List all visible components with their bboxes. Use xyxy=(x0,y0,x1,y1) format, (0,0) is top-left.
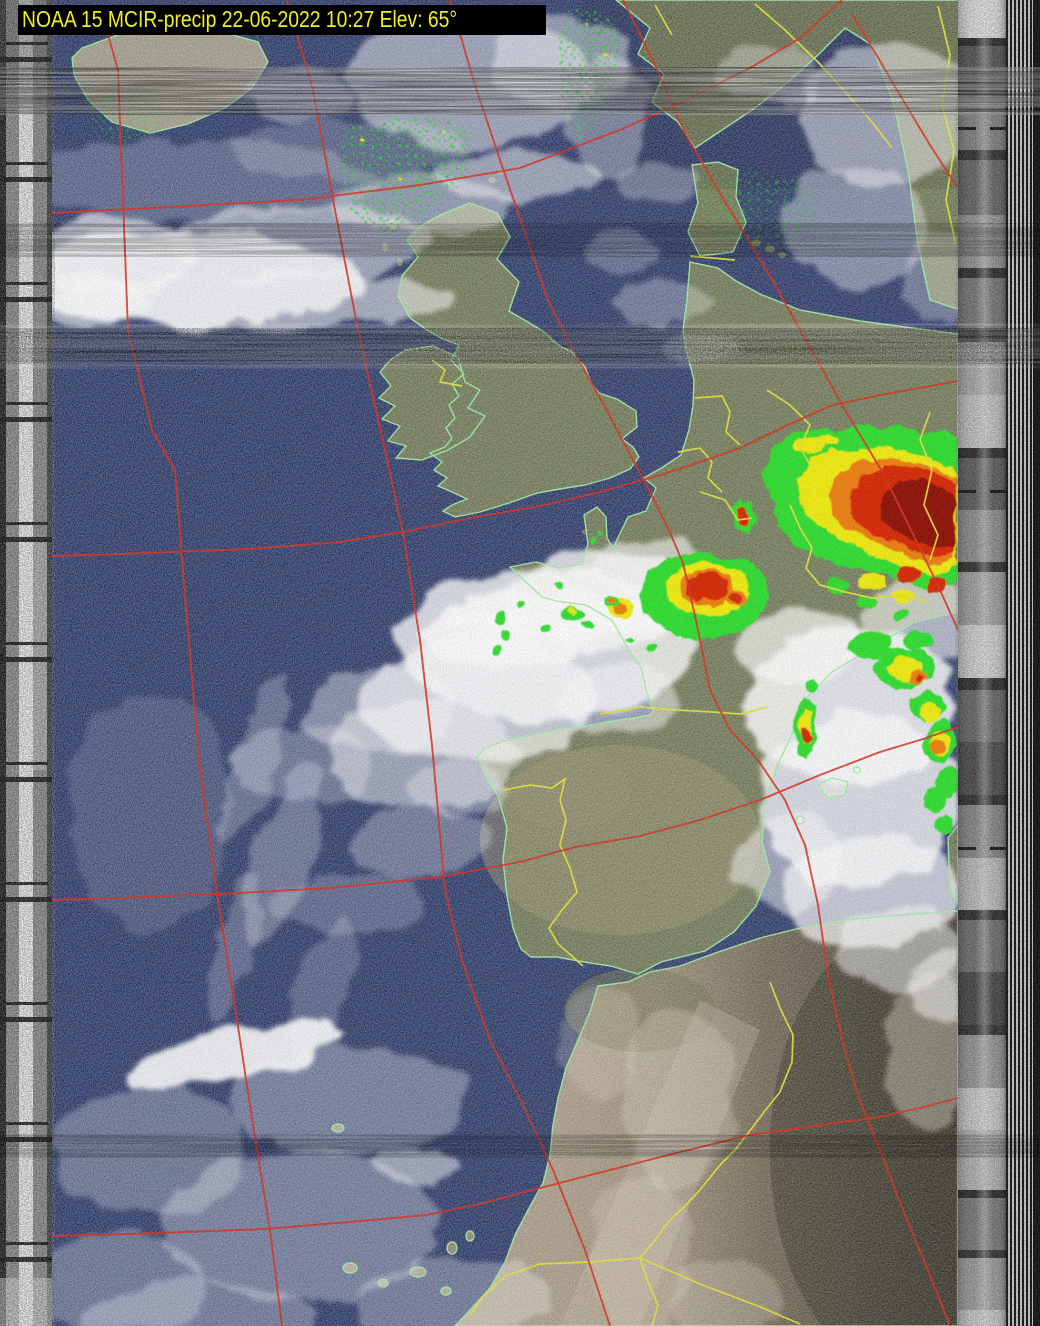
annotation-header: NOAA 15 MCIR-precip 22-06-2022 10:27 Ele… xyxy=(18,5,547,35)
annotation-text: NOAA 15 MCIR-precip 22-06-2022 10:27 Ele… xyxy=(22,6,458,32)
